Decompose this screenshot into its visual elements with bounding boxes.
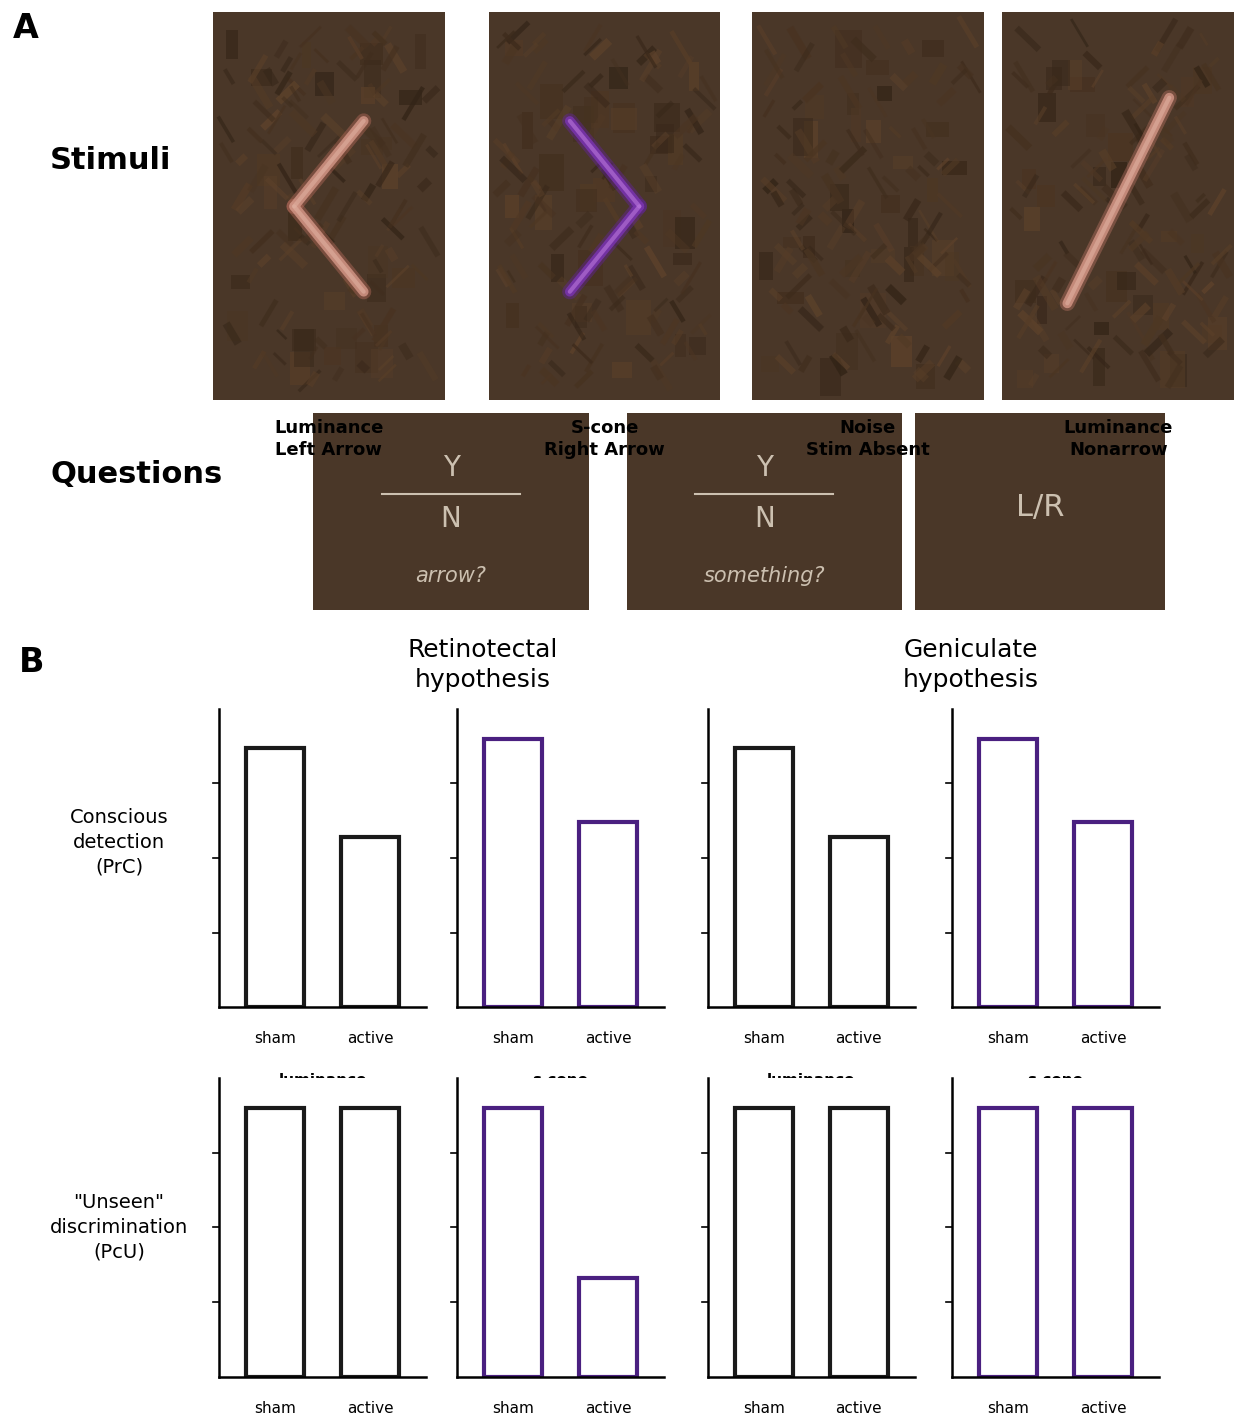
Text: B: B bbox=[19, 646, 44, 678]
Text: "Unseen"
discrimination
(PcU): "Unseen" discrimination (PcU) bbox=[50, 1192, 188, 1262]
Bar bbox=[626, 412, 902, 610]
Text: Geniculate
hypothesis: Geniculate hypothesis bbox=[903, 639, 1039, 691]
Bar bbox=[1002, 13, 1234, 401]
Text: Conscious
detection
(PrC): Conscious detection (PrC) bbox=[70, 807, 168, 877]
Text: S-cone
Right Arrow: S-cone Right Arrow bbox=[544, 419, 665, 459]
Text: Retinotectal
hypothesis: Retinotectal hypothesis bbox=[407, 639, 558, 691]
Bar bbox=[752, 13, 984, 401]
Bar bbox=[313, 412, 589, 610]
Bar bbox=[915, 412, 1165, 610]
Bar bbox=[213, 13, 445, 401]
Text: Stimuli: Stimuli bbox=[50, 146, 172, 174]
Text: Luminance
Left Arrow: Luminance Left Arrow bbox=[274, 419, 383, 459]
Text: A: A bbox=[13, 13, 39, 45]
Bar bbox=[489, 13, 720, 401]
Text: Noise
Stim Absent: Noise Stim Absent bbox=[806, 419, 930, 459]
Text: Questions: Questions bbox=[50, 460, 222, 489]
Text: Luminance
Nonarrow: Luminance Nonarrow bbox=[1064, 419, 1173, 459]
